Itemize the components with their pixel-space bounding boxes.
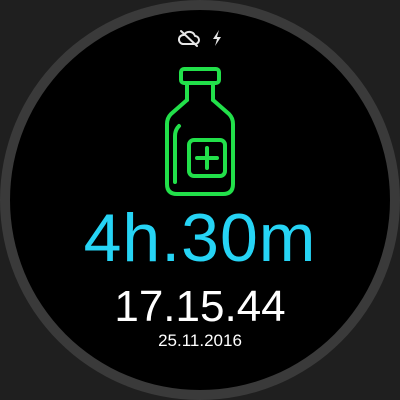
watch-face[interactable]: 4h.30m 17.15.44 25.11.2016 bbox=[10, 10, 390, 390]
cloud-off-icon bbox=[177, 29, 201, 47]
status-bar bbox=[10, 28, 390, 48]
current-date: 25.11.2016 bbox=[158, 331, 242, 350]
countdown-timer: 4h.30m bbox=[83, 200, 317, 276]
current-time: 17.15.44 bbox=[114, 282, 286, 331]
charging-bolt-icon bbox=[211, 29, 223, 47]
medicine-bottle-icon[interactable] bbox=[155, 66, 245, 198]
